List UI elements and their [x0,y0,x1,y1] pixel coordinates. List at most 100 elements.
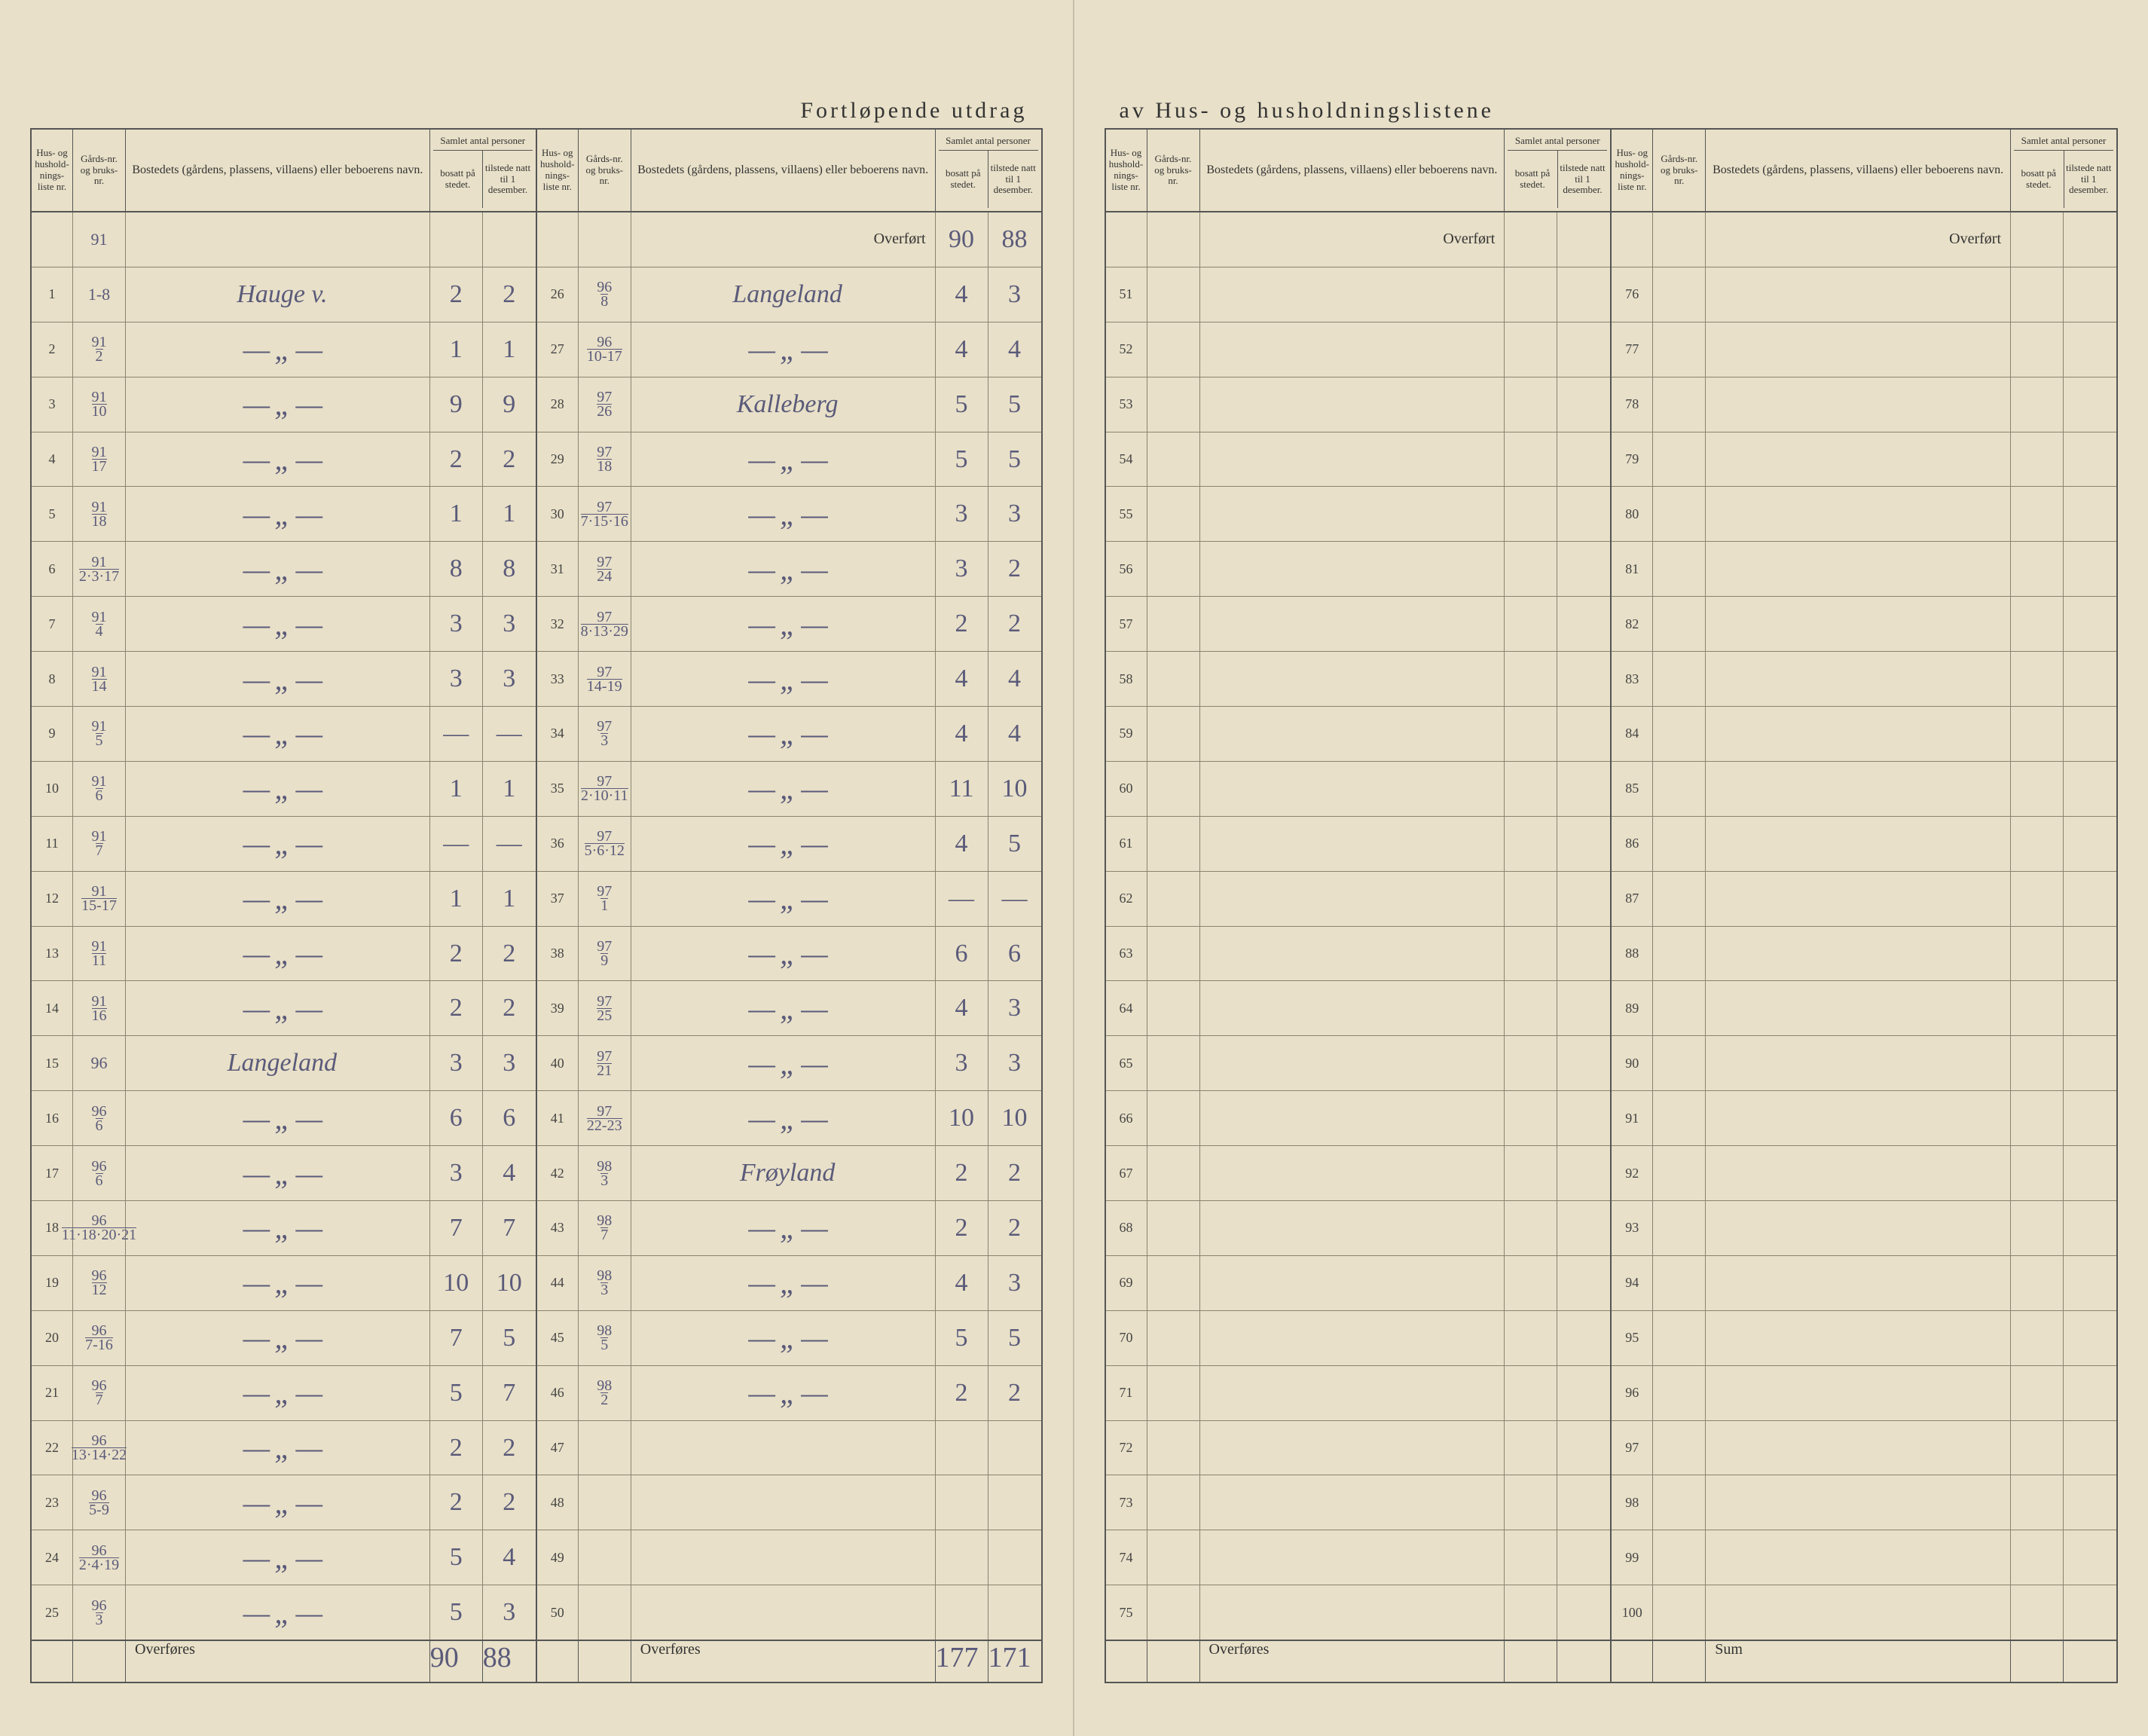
table-row: 96 [1612,1366,2116,1421]
table-row: 75 [1106,1585,1611,1640]
cell-bosatt [2011,267,2064,322]
table-row: 42 983 Frøyland 2 2 [537,1146,1041,1201]
cell-navn: — „ — [631,981,936,1035]
cell-liste: 32 [537,597,579,651]
title-left: Fortløpende utdrag [800,98,1027,124]
cell-liste: 4 [32,432,73,487]
cell-bosatt [2011,817,2064,871]
table-row: 10 916 — „ — 1 1 [32,762,536,817]
carry-forward-row: Overført 90 88 [537,212,1041,267]
table-row: 17 966 — „ — 3 4 [32,1146,536,1201]
cell-navn [1706,652,2011,706]
panel-1: Hus- og hushold-nings-liste nr. Gårds-nr… [30,128,537,1683]
cell-liste: 39 [537,981,579,1035]
cell-tilstede: 2 [483,981,536,1035]
header-bosatt: bosatt på stedet. [939,151,989,208]
cell-navn [1200,1256,1505,1310]
table-row: 46 982 — „ — 2 2 [537,1366,1041,1421]
cell-bosatt: 1 [430,872,483,926]
cell-bosatt: 9 [430,377,483,432]
cell-bosatt [1505,1475,1557,1530]
cell-liste: 94 [1612,1256,1653,1310]
cell-gard [1147,1201,1200,1255]
header-bosatt: bosatt på stedet. [433,151,484,208]
cell-liste: 40 [537,1036,579,1090]
table-row: 38 979 — „ — 6 6 [537,927,1041,982]
header-tilstede: tilstede natt til 1 desember. [988,151,1038,208]
cell-bosatt: 1 [430,762,483,816]
cell-gard: 915 [73,707,126,761]
cell-liste: 53 [1106,377,1147,432]
cell-tilstede [2064,1036,2116,1090]
cell-gard [1653,762,1706,816]
table-row: 93 [1612,1201,2116,1256]
title-right: av Hus- og husholdningslistene [1120,98,1494,124]
cell-gard: 912·3·17 [73,542,126,596]
cell-bosatt: 2 [430,1421,483,1475]
cell-navn: — „ — [631,432,936,487]
cell-bosatt [2011,1475,2064,1530]
cell-gard: 983 [579,1256,631,1310]
overfort-label [126,212,430,267]
cell-liste: 42 [537,1146,579,1200]
cell-navn: — „ — [126,762,430,816]
cell-tilstede: 6 [483,1091,536,1145]
cell-navn: — „ — [631,322,936,377]
cell-tilstede [2064,1585,2116,1640]
cell-navn [1200,1091,1505,1145]
header-bosatt: bosatt på stedet. [1508,151,1558,208]
column-headers: Hus- og hushold-nings-liste nr. Gårds-nr… [537,130,1041,212]
cell-gard [1147,432,1200,487]
cell-bosatt: 11 [936,762,988,816]
table-row: 57 [1106,597,1611,652]
cell-tilstede [1557,322,1610,377]
cell-navn [1706,872,2011,926]
cell-tilstede [1557,377,1610,432]
header-tilstede: tilstede natt til 1 desember. [483,151,533,208]
cell-tilstede [2064,322,2116,377]
cell-navn [1706,1311,2011,1365]
carry-bosatt: 90 [430,1641,483,1682]
cell-gard: 914 [73,597,126,651]
table-row: 47 [537,1421,1041,1476]
table-row: 55 [1106,487,1611,542]
cell-bosatt: 3 [936,1036,988,1090]
cell-liste: 21 [32,1366,73,1420]
cell-navn [1200,1530,1505,1585]
cell-bosatt: 2 [936,1366,988,1420]
panel-4: Hus- og hushold-nings-liste nr. Gårds-nr… [1612,128,2118,1683]
cell-liste: 23 [32,1475,73,1530]
cell-gard [1147,927,1200,981]
cell-liste: 79 [1612,432,1653,487]
cell-gard: 917 [73,817,126,871]
cell-tilstede: 4 [483,1530,536,1585]
cell-tilstede [2064,487,2116,541]
cell-tilstede: 2 [988,597,1041,651]
table-row: 91 [1612,1091,2116,1146]
cell-liste: 15 [32,1036,73,1090]
cell-tilstede [2064,1201,2116,1255]
table-row: 35 972·10·11 — „ — 11 10 [537,762,1041,817]
cell-bosatt: 2 [430,432,483,487]
cell-bosatt: 2 [430,267,483,322]
cell-bosatt: 4 [936,652,988,706]
cell-gard: 9718 [579,432,631,487]
cell-navn [1706,267,2011,322]
cell-navn: — „ — [126,542,430,596]
cell-navn [1706,762,2011,816]
table-row: 14 9116 — „ — 2 2 [32,981,536,1036]
table-row: 80 [1612,487,2116,542]
cell-navn [1706,1585,2011,1640]
cell-tilstede: 2 [483,927,536,981]
cell-bosatt: 10 [430,1256,483,1310]
overfort-label: Overført [1200,212,1505,267]
cell-gard [579,1585,631,1640]
header-navn: Bostedets (gårdens, plassens, villaens) … [126,130,430,211]
cell-liste: 70 [1106,1311,1147,1365]
cell-gard [1147,1036,1200,1090]
table-row: 52 [1106,322,1611,377]
cell-bosatt: 5 [936,432,988,487]
cell-liste: 69 [1106,1256,1147,1310]
cell-liste: 57 [1106,597,1147,651]
cell-navn [631,1475,936,1530]
